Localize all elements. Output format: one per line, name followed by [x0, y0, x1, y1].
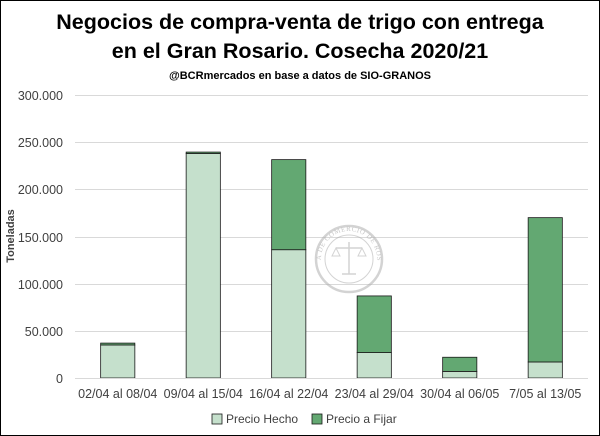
bar-precio-hecho	[356, 352, 392, 379]
y-tick-label: 150.000	[18, 231, 63, 245]
x-tick-label: 09/04 al 15/04	[164, 387, 243, 401]
bars	[100, 151, 563, 379]
y-tick-label: 100.000	[18, 278, 63, 292]
bar-precio-a-fijar	[442, 356, 478, 372]
x-tick-label: 02/04 al 08/04	[78, 387, 157, 401]
legend: Precio Hecho Precio a Fijar	[211, 412, 397, 426]
bar-precio-a-fijar	[271, 159, 307, 251]
legend-swatch-precio-hecho	[211, 413, 223, 425]
bar-precio-a-fijar	[527, 217, 563, 363]
bar-precio-hecho	[527, 361, 563, 379]
y-tick-label: 0	[56, 372, 63, 386]
y-tick-label: 200.000	[18, 183, 63, 197]
legend-swatch-precio-a-fijar	[311, 413, 323, 425]
y-tick-label: 300.000	[18, 89, 63, 103]
legend-label-precio-a-fijar: Precio a Fijar	[326, 412, 397, 426]
bar-precio-a-fijar	[356, 295, 392, 353]
bar-precio-hecho	[100, 344, 136, 379]
chart-title-line-1: Negocios de compra-venta de trigo con en…	[56, 10, 544, 34]
bar-precio-hecho	[442, 370, 478, 379]
x-tick-label: 16/04 al 22/04	[249, 387, 328, 401]
x-axis-ticks: 02/04 al 08/04 09/04 al 15/04 16/04 al 22/…	[78, 387, 581, 401]
bar-precio-a-fijar	[100, 342, 136, 346]
y-tick-label: 250.000	[18, 136, 63, 150]
bar-precio-hecho	[185, 153, 221, 379]
x-tick-label: 30/04 al 06/05	[420, 387, 499, 401]
x-tick-label: 7/05 al 13/05	[509, 387, 581, 401]
chart-title-line-2: en el Gran Rosario. Cosecha 2020/21	[112, 39, 488, 63]
legend-label-precio-hecho: Precio Hecho	[226, 412, 298, 426]
chart-subtitle: @BCRmercados en base a datos de SIO-GRAN…	[169, 70, 431, 82]
bar-precio-a-fijar	[185, 151, 221, 154]
x-tick-label: 23/04 al 29/04	[335, 387, 414, 401]
y-axis-label: Toneladas	[5, 209, 17, 263]
bar-precio-hecho	[271, 249, 307, 379]
grid-lines	[75, 95, 588, 332]
y-axis-ticks: 0 50.000 100.000 150.000 200.000 250.000 300.0…	[18, 89, 63, 386]
y-tick-label: 50.000	[25, 325, 63, 339]
